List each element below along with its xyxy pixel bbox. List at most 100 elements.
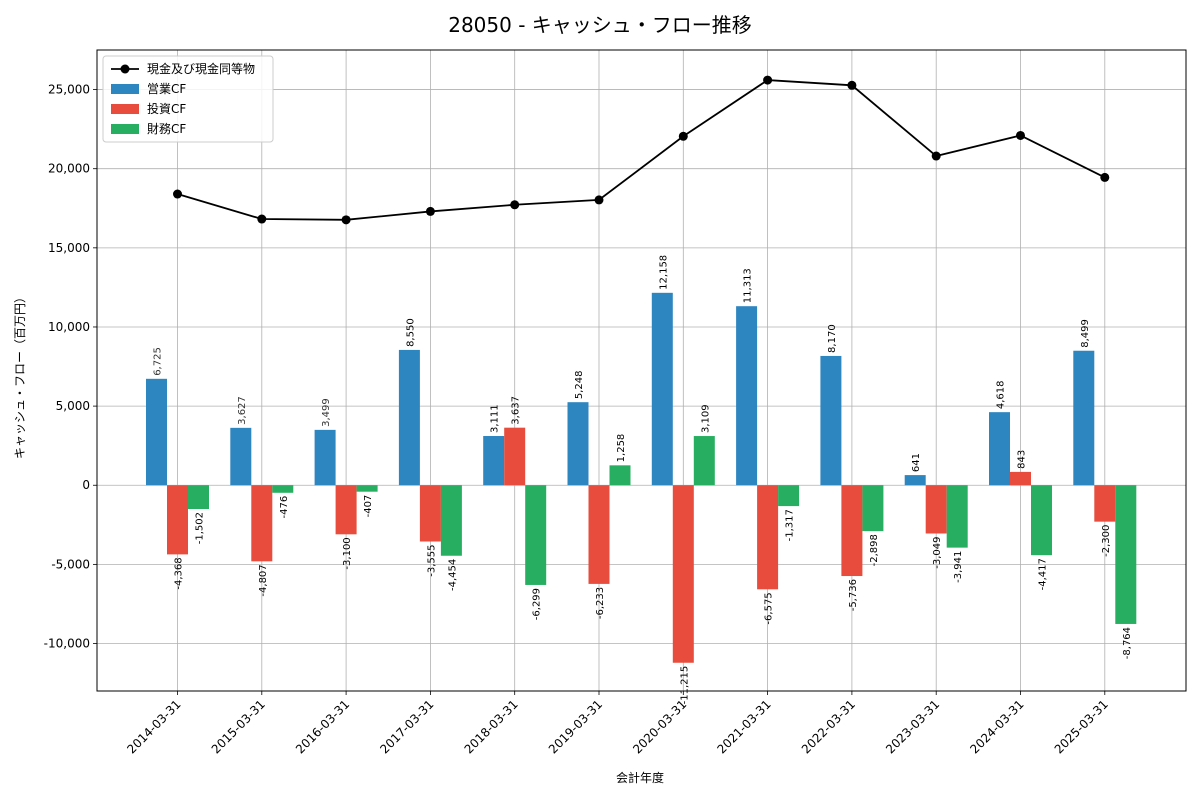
line-point [678, 131, 688, 141]
line-point [1016, 130, 1025, 140]
line-point [847, 80, 857, 90]
data-label: -2,898 [869, 534, 880, 566]
data-label: 8,170 [827, 324, 838, 353]
data-label: -1,502 [195, 512, 206, 544]
legend-swatch [111, 124, 139, 134]
bar-財務CF-2017-03-31 [440, 485, 462, 556]
data-label: 6,725 [153, 347, 164, 376]
bar-投資CF-2024-03-31 [1010, 471, 1031, 486]
bar-財務CF-2020-03-31 [693, 436, 715, 486]
bar-営業CF-2024-03-31 [989, 412, 1010, 486]
data-labels-layer: 6,725 3,627 3,499 8,550 3,111 5,248 12,158 11,3… [153, 255, 1133, 705]
bar-投資CF-2018-03-31 [504, 427, 526, 486]
bar-投資CF-2021-03-31 [757, 485, 779, 590]
legend-label: 投資CF [147, 101, 186, 116]
y-tick-label: 15,000 [48, 241, 90, 255]
data-label: -6,299 [532, 588, 543, 620]
line-layer [173, 75, 1110, 225]
data-label: -4,807 [258, 564, 269, 596]
data-label: 3,637 [511, 396, 522, 425]
bar-営業CF-2017-03-31 [398, 349, 420, 486]
data-label: 4,618 [996, 381, 1007, 410]
data-label: -6,575 [764, 592, 775, 624]
legend-label: 財務CF [147, 121, 186, 136]
y-tick-label: -10,000 [44, 637, 90, 651]
bar-営業CF-2021-03-31 [736, 306, 758, 486]
legend-swatch [111, 104, 139, 114]
line-point [341, 215, 351, 225]
data-label: 8,499 [1080, 319, 1091, 348]
legend-box [102, 55, 274, 143]
bar-営業CF-2015-03-31 [230, 427, 252, 486]
bars-layer [146, 292, 1137, 663]
data-label: -4,454 [447, 559, 458, 591]
data-label: -3,100 [342, 537, 353, 569]
line-point [594, 195, 604, 205]
data-label: 11,313 [743, 268, 754, 303]
bar-営業CF-2014-03-31 [146, 378, 167, 486]
bar-営業CF-2016-03-31 [314, 429, 336, 486]
bar-営業CF-2018-03-31 [483, 436, 505, 486]
bar-財務CF-2022-03-31 [862, 485, 884, 532]
bar-投資CF-2014-03-31 [167, 485, 188, 555]
y-tick-label: 10,000 [48, 320, 90, 334]
data-label: -4,368 [174, 557, 185, 589]
bar-投資CF-2016-03-31 [335, 485, 357, 535]
line-point [1100, 172, 1110, 182]
data-label: -6,233 [595, 587, 606, 619]
y-tick-label: 5,000 [56, 399, 90, 413]
bar-営業CF-2025-03-31 [1073, 350, 1095, 486]
data-label: -4,417 [1038, 558, 1049, 590]
data-label: 3,499 [321, 398, 332, 427]
y-axis-label: キャッシュ・フロー（百万円） [13, 291, 27, 459]
bar-営業CF-2020-03-31 [651, 292, 673, 486]
bar-営業CF-2023-03-31 [904, 475, 926, 486]
bar-投資CF-2019-03-31 [588, 485, 610, 584]
bar-営業CF-2022-03-31 [820, 355, 842, 486]
plot-frame [96, 49, 1187, 692]
data-label: 3,109 [700, 404, 711, 433]
legend-label: 現金及び現金同等物 [147, 61, 255, 76]
line-point [173, 189, 182, 199]
bar-財務CF-2023-03-31 [946, 485, 968, 548]
data-label: 3,627 [237, 396, 248, 425]
legend-label: 営業CF [147, 82, 186, 96]
line-現金及び現金同等物 [177, 79, 1106, 221]
bar-財務CF-2015-03-31 [272, 485, 294, 493]
line-point [510, 200, 520, 210]
line-point [931, 151, 941, 161]
data-label: 8,550 [405, 318, 416, 347]
bar-投資CF-2015-03-31 [251, 485, 273, 562]
data-label: -476 [279, 496, 290, 519]
legend-swatch [111, 84, 139, 94]
x-axis-label: 会計年度 [616, 770, 664, 785]
bar-財務CF-2021-03-31 [778, 485, 800, 507]
data-label: 641 [911, 453, 922, 472]
data-label: 1,258 [616, 434, 627, 463]
data-label: -2,300 [1101, 525, 1112, 557]
data-label: -8,764 [1122, 627, 1133, 659]
line-point [257, 214, 267, 224]
bar-財務CF-2025-03-31 [1115, 485, 1137, 624]
data-label: -1,317 [785, 509, 796, 541]
line-point [763, 75, 773, 85]
data-label: -11,215 [679, 666, 690, 705]
legend-swatch-marker [120, 64, 130, 74]
bar-財務CF-2014-03-31 [188, 485, 209, 510]
bar-投資CF-2025-03-31 [1094, 485, 1116, 522]
bar-投資CF-2023-03-31 [925, 485, 947, 534]
y-tick-label: 20,000 [48, 162, 90, 176]
chart-title: 28050 - キャッシュ・フロー推移 [448, 13, 752, 37]
bar-投資CF-2022-03-31 [841, 485, 863, 577]
bar-財務CF-2024-03-31 [1031, 485, 1052, 556]
data-label: 3,111 [490, 404, 501, 433]
data-label: -5,736 [848, 579, 859, 611]
data-label: 5,248 [574, 371, 585, 400]
bar-営業CF-2019-03-31 [567, 402, 589, 486]
y-tick-label: 25,000 [48, 83, 90, 97]
data-label: -3,555 [426, 545, 437, 577]
data-label: 12,158 [658, 255, 669, 290]
bar-財務CF-2016-03-31 [356, 485, 378, 492]
